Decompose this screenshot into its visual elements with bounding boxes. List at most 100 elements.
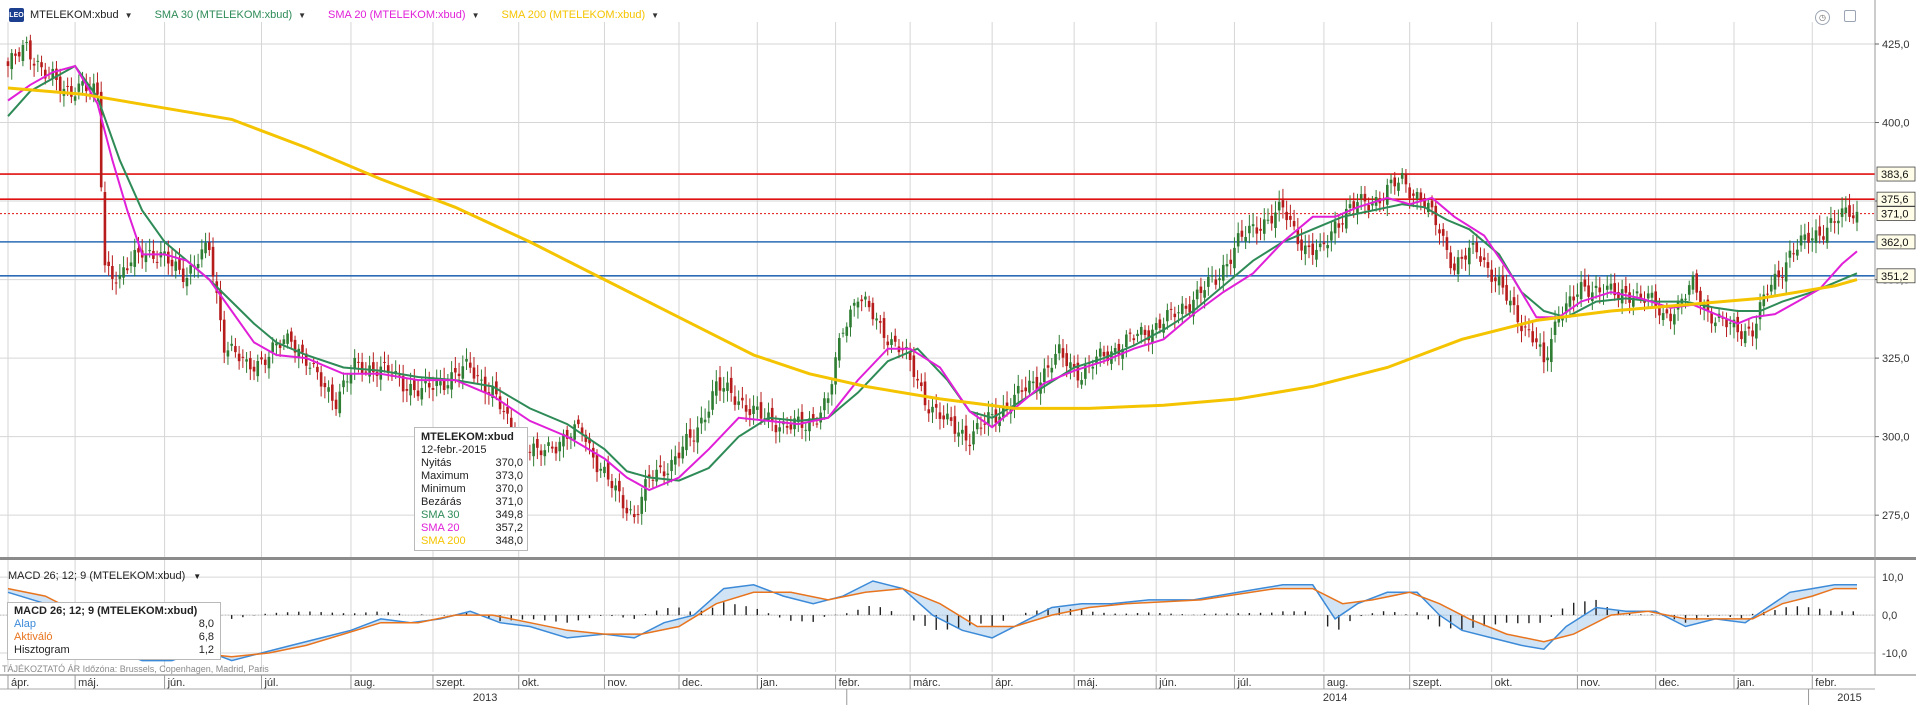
candle-body bbox=[938, 412, 942, 419]
candlestick bbox=[1497, 266, 1501, 295]
candlestick bbox=[457, 362, 461, 388]
candlestick bbox=[1255, 216, 1259, 245]
candle-body bbox=[1579, 282, 1583, 300]
candlestick bbox=[577, 415, 580, 429]
candlestick bbox=[1166, 303, 1169, 330]
month-label: szept. bbox=[436, 677, 465, 689]
candlestick bbox=[1844, 196, 1848, 222]
candle-body bbox=[1307, 245, 1311, 248]
candle-body bbox=[662, 471, 666, 477]
macd-legend[interactable]: MACD 26; 12; 9 (MTELEKOM:xbud) ▼ bbox=[0, 568, 201, 584]
candlestick bbox=[804, 422, 808, 442]
candle-body bbox=[368, 365, 371, 377]
candle-body bbox=[137, 248, 140, 253]
candlestick bbox=[208, 232, 211, 256]
candle-body bbox=[901, 349, 904, 351]
corner-icons: ◷ bbox=[1815, 10, 1856, 25]
candle-body bbox=[401, 375, 405, 392]
candle-body bbox=[185, 278, 189, 287]
candlestick bbox=[237, 345, 241, 370]
candlestick bbox=[442, 367, 446, 396]
candle-body bbox=[43, 69, 47, 79]
candlestick bbox=[770, 398, 774, 432]
candlestick bbox=[949, 406, 953, 427]
chevron-down-icon[interactable]: ▼ bbox=[471, 10, 480, 20]
candle-body bbox=[565, 429, 569, 439]
tooltip-row-value: 370,0 bbox=[495, 483, 523, 495]
candle-body bbox=[1505, 284, 1508, 301]
legend-items: MTELEKOM:xbud ▼ SMA 30 (MTELEKOM:xbud) ▼ SMA… bbox=[30, 9, 681, 21]
candle-body bbox=[446, 385, 450, 389]
candlestick bbox=[1591, 281, 1594, 310]
candlestick bbox=[1139, 322, 1143, 344]
candle-body bbox=[584, 434, 588, 442]
chevron-down-icon[interactable]: ▼ bbox=[651, 10, 660, 20]
candle-body bbox=[1430, 200, 1434, 208]
candlestick bbox=[1538, 333, 1542, 357]
candle-body bbox=[174, 261, 178, 271]
candle-body bbox=[893, 335, 897, 342]
candle-body bbox=[912, 355, 916, 377]
candlestick bbox=[1363, 186, 1367, 212]
candlestick bbox=[987, 400, 990, 436]
month-label: jan. bbox=[759, 677, 778, 689]
candle-body bbox=[1415, 191, 1419, 200]
candle-body bbox=[1274, 212, 1277, 228]
candle-body bbox=[1136, 333, 1139, 337]
candlestick bbox=[826, 392, 830, 414]
candlestick bbox=[1650, 285, 1654, 310]
candlestick bbox=[1486, 252, 1490, 278]
chevron-down-icon[interactable]: ▼ bbox=[124, 10, 133, 20]
candle-body bbox=[1031, 381, 1035, 384]
y-tick-label: 425,0 bbox=[1882, 39, 1910, 51]
candle-body bbox=[1833, 221, 1836, 223]
candle-body bbox=[1024, 387, 1027, 392]
candle-body bbox=[953, 416, 957, 434]
candle-body bbox=[1289, 215, 1292, 220]
candle-body bbox=[1348, 204, 1352, 209]
chevron-down-icon[interactable]: ▼ bbox=[298, 10, 307, 20]
candlestick bbox=[1453, 256, 1456, 276]
candle-body bbox=[1654, 291, 1657, 308]
candle-body bbox=[1743, 331, 1747, 344]
candlestick bbox=[1091, 359, 1095, 380]
candlestick bbox=[1005, 391, 1009, 417]
legend-item[interactable]: SMA 20 (MTELEKOM:xbud) ▼ bbox=[328, 9, 479, 21]
candlestick bbox=[14, 49, 17, 65]
legend-item[interactable]: MTELEKOM:xbud ▼ bbox=[30, 9, 133, 21]
candlestick bbox=[1285, 200, 1288, 230]
candle-body bbox=[1714, 322, 1717, 327]
clock-icon[interactable]: ◷ bbox=[1815, 10, 1830, 25]
candlestick bbox=[1501, 265, 1505, 295]
candlestick bbox=[558, 437, 562, 462]
candle-body bbox=[6, 61, 10, 66]
print-icon[interactable] bbox=[1844, 10, 1856, 22]
candlestick bbox=[1456, 250, 1460, 282]
legend-item[interactable]: SMA 200 (MTELEKOM:xbud) ▼ bbox=[502, 9, 660, 21]
candle-body bbox=[372, 362, 375, 373]
level-label-box bbox=[1876, 234, 1916, 250]
candlestick bbox=[1523, 315, 1527, 337]
legend-item[interactable]: SMA 30 (MTELEKOM:xbud) ▼ bbox=[155, 9, 306, 21]
candlestick bbox=[1207, 267, 1210, 296]
candlestick bbox=[1393, 171, 1397, 195]
candle-body bbox=[144, 254, 148, 263]
candlestick bbox=[685, 422, 688, 456]
candle-body bbox=[1005, 402, 1009, 409]
candlestick bbox=[122, 256, 125, 285]
candle-body bbox=[1699, 290, 1702, 305]
month-label: ápr. bbox=[11, 677, 29, 689]
candle-body bbox=[621, 495, 625, 509]
candle-body bbox=[882, 318, 886, 338]
candle-body bbox=[1371, 203, 1374, 206]
candle-body bbox=[1065, 353, 1069, 367]
candle-body bbox=[1810, 238, 1814, 241]
chevron-down-icon[interactable]: ▼ bbox=[193, 571, 202, 581]
candle-body bbox=[1098, 348, 1102, 357]
candlestick bbox=[1624, 276, 1628, 305]
candlestick bbox=[1803, 223, 1807, 249]
candle-body bbox=[942, 415, 945, 420]
candlestick bbox=[662, 461, 666, 486]
macd-panel[interactable] bbox=[0, 576, 1875, 662]
